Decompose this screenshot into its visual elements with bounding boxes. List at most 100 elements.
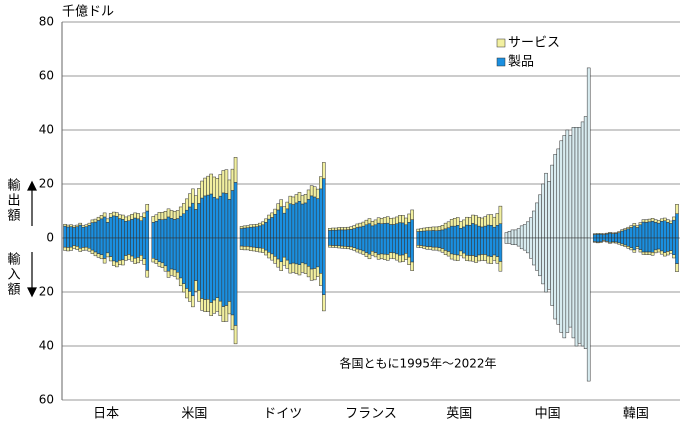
bar [398,237,402,256]
bar [513,229,518,239]
bar [486,237,490,257]
bar [599,237,603,243]
bar [428,230,433,239]
bar [507,231,512,239]
bar [647,221,652,239]
bar [315,237,320,268]
bar [449,219,454,227]
bar [185,198,189,211]
bar [407,256,411,265]
bar [626,228,631,239]
bar [105,222,110,239]
bar [620,229,624,232]
bar [264,222,268,239]
bar [175,210,180,219]
bar [498,223,503,239]
bar [641,251,646,255]
bar [276,237,280,260]
bar [154,237,159,260]
bar [111,215,116,239]
bar [599,233,603,239]
y-tick-label: 40 [39,339,54,353]
bar [669,220,673,224]
bar [75,246,79,250]
bar [72,245,76,249]
bar [443,228,448,239]
bar [465,255,469,261]
bar [139,220,143,239]
bar [248,224,253,228]
bar [477,237,481,256]
bar [282,212,287,239]
bar [200,298,204,311]
bar [99,254,104,260]
bar [291,196,296,205]
bar [78,222,83,226]
bar [75,237,79,247]
bar [291,237,296,264]
bar [96,237,101,254]
bar [227,199,232,239]
bar [96,220,101,239]
bar [656,222,661,239]
bar [452,237,457,255]
bar [416,228,420,232]
bar [495,213,500,226]
bar [233,157,238,183]
bar [93,218,98,223]
bar [72,227,76,239]
bar [641,221,646,239]
bar [142,217,146,239]
bar [212,176,217,198]
bar [626,237,631,247]
bar [157,237,162,263]
bar [115,212,119,217]
bar [172,219,177,239]
bar [407,237,411,258]
bar [99,215,104,220]
bar [340,245,344,249]
bar [419,231,423,239]
bar [355,248,360,253]
bar [151,237,156,259]
bar [462,219,466,228]
bar [635,227,640,239]
bar [611,233,615,239]
bar [650,221,655,239]
bar [526,237,530,254]
bar [669,250,673,254]
bar [614,237,618,243]
bar [90,219,95,223]
bar [188,193,192,208]
bar [483,254,487,261]
bar [221,306,226,322]
bar [185,237,189,289]
bar [398,215,402,223]
bar [303,263,308,274]
bar [63,237,67,248]
bar [556,237,561,325]
bar [389,218,393,225]
bar [663,252,667,257]
bar [169,210,174,219]
bar [401,222,405,239]
bar [629,247,634,251]
bar [647,251,652,255]
bar [81,225,86,228]
bar [541,237,545,285]
bar [398,222,402,239]
bar [334,245,338,248]
bar [315,188,320,199]
bar [596,241,600,244]
bar [611,241,615,244]
bar [352,247,357,251]
bar [459,250,463,257]
bar [312,237,317,269]
bar [334,227,338,231]
bar [605,237,609,242]
bar [440,229,445,239]
bar [111,211,116,217]
bar [124,255,128,261]
bar [468,225,472,239]
bar [367,223,372,239]
